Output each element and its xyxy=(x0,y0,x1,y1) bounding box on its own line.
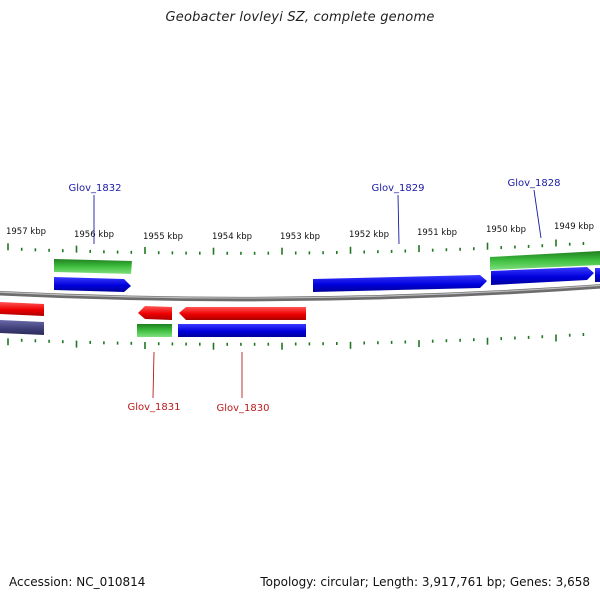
leader-line-glov-1828 xyxy=(533,189,542,239)
cds-arrow-glov-1830[interactable] xyxy=(179,307,306,320)
tick-label: 1949 kbp xyxy=(554,222,594,232)
cds-arrow-glov-1829[interactable] xyxy=(313,275,487,292)
genome-backbone-highlight xyxy=(0,284,600,299)
tick-label: 1955 kbp xyxy=(143,232,183,242)
cds-arrow-glov-1828[interactable] xyxy=(491,267,594,285)
leader-line-glov-1829 xyxy=(397,194,400,245)
gene-label-glov-1829[interactable]: Glov_1829 xyxy=(371,183,424,194)
gene-block-glov-1832[interactable] xyxy=(54,259,132,274)
tick-label: 1951 kbp xyxy=(417,228,457,238)
gene-label-glov-1828[interactable]: Glov_1828 xyxy=(507,178,560,189)
tick-label: 1952 kbp xyxy=(349,230,389,240)
gene-label-glov-1831[interactable]: Glov_1831 xyxy=(127,402,180,413)
genome-title: Geobacter lovleyi SZ, complete genome xyxy=(165,10,435,25)
gene-label-glov-1830[interactable]: Glov_1830 xyxy=(216,403,269,414)
lower-tick-row xyxy=(7,333,585,350)
tick-label: 1957 kbp xyxy=(6,227,46,237)
tick-label: 1953 kbp xyxy=(280,232,320,242)
topology-summary: Topology: circular; Length: 3,917,761 bp… xyxy=(260,575,590,589)
gene-block-glov-1830-cds[interactable] xyxy=(178,324,306,337)
leader-line-glov-1831 xyxy=(152,351,155,399)
cds-arrow-edge-left[interactable] xyxy=(0,302,44,316)
gene-label-glov-1832[interactable]: Glov_1832 xyxy=(68,183,121,194)
tick-label: 1950 kbp xyxy=(486,225,526,235)
genome-backbone xyxy=(0,284,600,302)
tick-label: 1954 kbp xyxy=(212,232,252,242)
cds-arrow-edge-right[interactable] xyxy=(595,268,600,282)
upper-tick-row xyxy=(7,239,585,255)
cds-arrow-glov-1831[interactable] xyxy=(138,306,172,320)
gene-block-glov-1831[interactable] xyxy=(137,324,172,337)
accession-text: Accession: NC_010814 xyxy=(9,575,146,589)
other-feature-block[interactable] xyxy=(0,320,44,335)
gene-block-glov-1828[interactable] xyxy=(490,251,600,270)
cds-arrow-glov-1832[interactable] xyxy=(54,277,131,292)
